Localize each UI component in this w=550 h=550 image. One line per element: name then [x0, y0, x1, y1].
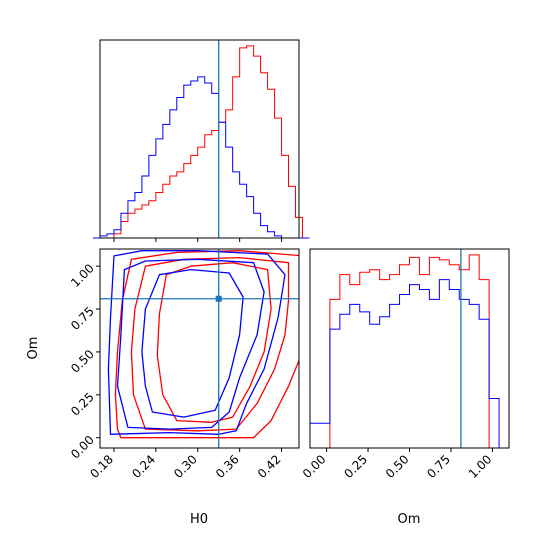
h0-x-tick-label-0: 0.18 — [87, 452, 116, 481]
om-x-tick-label-1: 0.25 — [341, 452, 370, 481]
om-x-tick-label-4: 1.00 — [466, 452, 495, 481]
om-y-tick-label-4: 1.00 — [68, 261, 97, 290]
contour-group — [107, 250, 299, 439]
om-hist-series-0 — [310, 254, 509, 449]
om-y-tick-label-3: 0.75 — [68, 304, 97, 333]
contour-red-level-1 — [130, 256, 290, 432]
h0-x-tick-label-2: 0.30 — [171, 452, 200, 481]
om-x-tick-label-3: 0.75 — [424, 452, 453, 481]
om-y-tick-label-0: 0.00 — [68, 433, 97, 462]
h0-hist-frame — [99, 39, 300, 239]
om-y-tick-label-2: 0.50 — [68, 347, 97, 376]
contour-blue-level-1 — [116, 258, 265, 430]
joint-frame — [99, 248, 300, 449]
y-axis-label-om: Om — [26, 337, 41, 360]
om-y-tick-label-1: 0.25 — [68, 390, 97, 419]
om-hist-series-1 — [309, 279, 509, 449]
h0-om-contour-panel: 0.18 0.24 0.30 0.36 0.42 0.00 0.25 0.50 0.75 1.00 — [68, 248, 300, 481]
om-histogram-panel: 0.00 0.25 0.50 0.75 1.00 — [300, 248, 510, 481]
x-axis-label-h0: H0 — [190, 512, 208, 527]
contour-blue-level-2 — [141, 268, 244, 418]
x-axis-label-om: Om — [398, 512, 421, 527]
om-x-tick-label-0: 0.00 — [300, 452, 329, 481]
contour-red-level-0 — [114, 250, 299, 439]
h0-histogram-panel — [93, 39, 310, 242]
contour-blue-level-0 — [107, 250, 286, 435]
h0-x-tick-label-4: 0.42 — [255, 452, 284, 481]
h0-hist-series-0 — [93, 45, 310, 239]
h0-x-tick-label-1: 0.24 — [129, 452, 158, 481]
h0-x-tick-label-3: 0.36 — [213, 452, 242, 481]
om-x-tick-label-2: 0.50 — [383, 452, 412, 481]
contour-red-level-2 — [156, 262, 272, 423]
joint-truth-marker — [215, 295, 222, 302]
h0-hist-series-1 — [93, 76, 310, 239]
